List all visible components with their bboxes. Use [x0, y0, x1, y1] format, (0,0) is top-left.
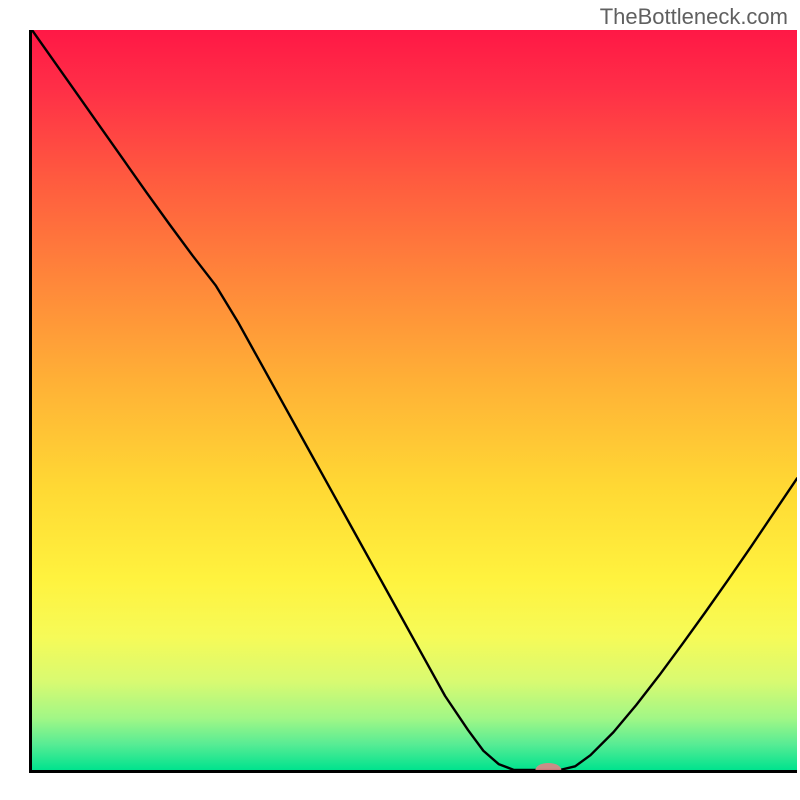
- gradient-background: [32, 30, 797, 770]
- bottleneck-chart: TheBottleneck.com: [0, 0, 800, 800]
- chart-svg: [0, 0, 800, 800]
